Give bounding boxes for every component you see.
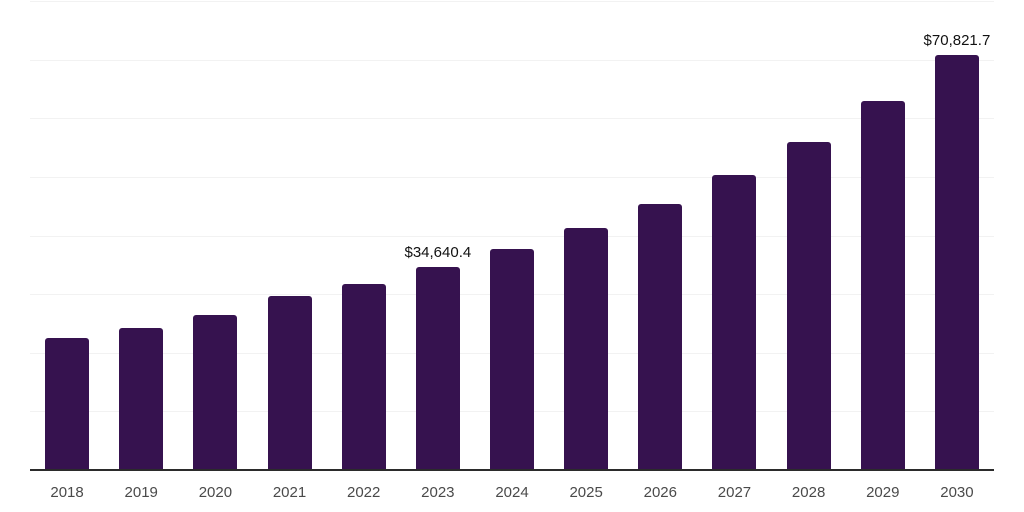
bar-2025[interactable] xyxy=(564,227,609,470)
bar-2027[interactable] xyxy=(712,174,757,470)
bar-2018[interactable] xyxy=(45,338,90,470)
plot-area: $34,640.4 $70,821.7 xyxy=(30,1,994,470)
x-tick-2019: 2019 xyxy=(124,484,158,501)
x-tick-2023: 2023 xyxy=(421,484,455,501)
x-tick-2026: 2026 xyxy=(643,484,677,501)
bar-2030[interactable] xyxy=(934,54,979,470)
x-axis-labels: 2018 2019 2020 2021 2022 2023 2024 2025 2026 2027… xyxy=(30,483,994,505)
gridline xyxy=(30,1,994,2)
bar-2029[interactable] xyxy=(860,101,905,470)
bar-2020[interactable] xyxy=(193,314,238,470)
gridline xyxy=(30,59,994,61)
bar-2019[interactable] xyxy=(119,327,164,470)
x-tick-2024: 2024 xyxy=(495,484,529,501)
x-tick-2018: 2018 xyxy=(50,484,84,501)
x-tick-2029: 2029 xyxy=(866,484,900,501)
bar-2023[interactable] xyxy=(415,266,460,470)
x-tick-2022: 2022 xyxy=(347,484,381,501)
bar-2026[interactable] xyxy=(638,203,683,470)
bar-2024[interactable] xyxy=(490,248,534,470)
gridline xyxy=(30,176,994,178)
bar-value-label-2030: $70,821.7 xyxy=(923,31,991,49)
x-axis-line xyxy=(30,469,994,471)
gridline xyxy=(30,235,994,237)
x-tick-2027: 2027 xyxy=(717,484,752,501)
x-tick-2028: 2028 xyxy=(791,484,826,501)
bar-value-label-2023: $34,640.4 xyxy=(404,243,472,261)
x-tick-2030: 2030 xyxy=(940,484,974,501)
x-tick-2021: 2021 xyxy=(272,484,307,501)
x-tick-2025: 2025 xyxy=(569,484,603,501)
bar-2021[interactable] xyxy=(267,296,312,470)
gridline xyxy=(30,118,994,120)
bar-2028[interactable] xyxy=(786,141,831,470)
bar-2022[interactable] xyxy=(341,284,386,470)
x-tick-2020: 2020 xyxy=(198,484,233,501)
